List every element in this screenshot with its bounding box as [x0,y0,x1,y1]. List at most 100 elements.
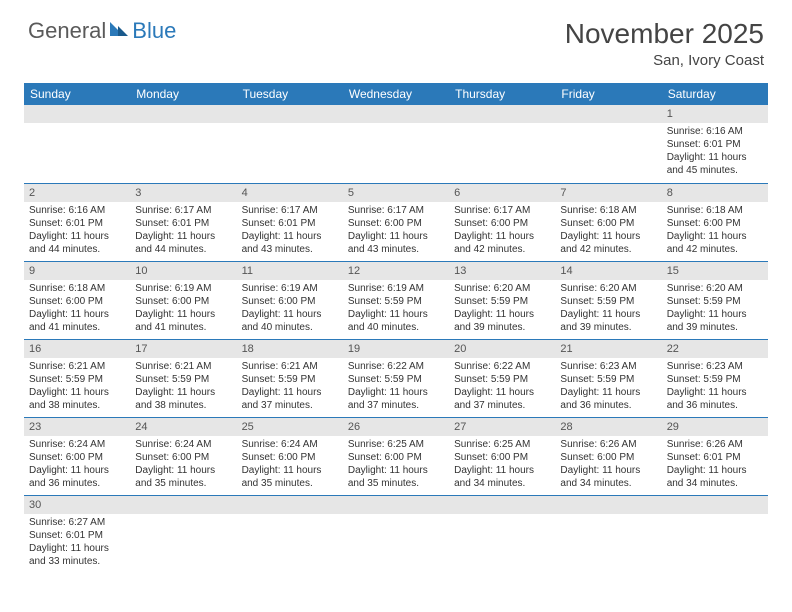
calendar-cell [343,495,449,573]
dl1-text: Daylight: 11 hours [667,231,763,243]
calendar-cell [343,105,449,183]
sunset-text: Sunset: 6:00 PM [348,218,444,230]
sunset-text: Sunset: 6:00 PM [454,452,550,464]
sunset-text: Sunset: 6:00 PM [29,452,125,464]
dl2-text: and 36 minutes. [560,400,656,412]
day-number: 1 [662,105,768,123]
sunset-text: Sunset: 5:59 PM [454,296,550,308]
day-number: 2 [24,184,130,202]
day-number: 23 [24,418,130,436]
dl1-text: Daylight: 11 hours [348,309,444,321]
cell-body: Sunrise: 6:24 AMSunset: 6:00 PMDaylight:… [130,436,236,495]
sunset-text: Sunset: 6:00 PM [242,296,338,308]
day-number: 6 [449,184,555,202]
day-number: 19 [343,340,449,358]
sunrise-text: Sunrise: 6:21 AM [29,361,125,373]
dl2-text: and 39 minutes. [667,322,763,334]
sunset-text: Sunset: 6:00 PM [454,218,550,230]
cell-body: Sunrise: 6:18 AMSunset: 6:00 PMDaylight:… [662,202,768,261]
dl1-text: Daylight: 11 hours [560,465,656,477]
dl2-text: and 40 minutes. [242,322,338,334]
sunset-text: Sunset: 5:59 PM [560,374,656,386]
dl2-text: and 36 minutes. [667,400,763,412]
day-number: 14 [555,262,661,280]
dl2-text: and 41 minutes. [29,322,125,334]
sunset-text: Sunset: 6:00 PM [242,452,338,464]
dl1-text: Daylight: 11 hours [135,387,231,399]
sunrise-text: Sunrise: 6:24 AM [29,439,125,451]
cell-body: Sunrise: 6:19 AMSunset: 6:00 PMDaylight:… [237,280,343,339]
cell-body: Sunrise: 6:23 AMSunset: 5:59 PMDaylight:… [555,358,661,417]
calendar-cell: 20Sunrise: 6:22 AMSunset: 5:59 PMDayligh… [449,339,555,417]
dl2-text: and 37 minutes. [242,400,338,412]
daynum-bar [237,105,343,123]
calendar-cell [449,495,555,573]
cell-body: Sunrise: 6:25 AMSunset: 6:00 PMDaylight:… [343,436,449,495]
cell-body: Sunrise: 6:26 AMSunset: 6:00 PMDaylight:… [555,436,661,495]
daynum-bar [449,496,555,514]
day-number: 7 [555,184,661,202]
daynum-bar [237,496,343,514]
calendar-cell: 23Sunrise: 6:24 AMSunset: 6:00 PMDayligh… [24,417,130,495]
dl1-text: Daylight: 11 hours [560,387,656,399]
sunset-text: Sunset: 6:01 PM [242,218,338,230]
calendar-cell: 19Sunrise: 6:22 AMSunset: 5:59 PMDayligh… [343,339,449,417]
sunset-text: Sunset: 6:00 PM [560,452,656,464]
dl1-text: Daylight: 11 hours [242,387,338,399]
dl2-text: and 42 minutes. [454,244,550,256]
day-header-row: Sunday Monday Tuesday Wednesday Thursday… [24,83,768,105]
cell-body: Sunrise: 6:17 AMSunset: 6:00 PMDaylight:… [449,202,555,261]
day-number: 26 [343,418,449,436]
page-header: General Blue November 2025 San, Ivory Co… [0,0,792,77]
sunrise-text: Sunrise: 6:22 AM [348,361,444,373]
cell-body: Sunrise: 6:27 AMSunset: 6:01 PMDaylight:… [24,514,130,573]
calendar-cell: 10Sunrise: 6:19 AMSunset: 6:00 PMDayligh… [130,261,236,339]
day-header: Thursday [449,83,555,105]
calendar-cell: 4Sunrise: 6:17 AMSunset: 6:01 PMDaylight… [237,183,343,261]
cell-body: Sunrise: 6:24 AMSunset: 6:00 PMDaylight:… [24,436,130,495]
calendar-cell [555,495,661,573]
dl1-text: Daylight: 11 hours [135,309,231,321]
calendar-cell: 25Sunrise: 6:24 AMSunset: 6:00 PMDayligh… [237,417,343,495]
dl1-text: Daylight: 11 hours [29,387,125,399]
sunrise-text: Sunrise: 6:24 AM [135,439,231,451]
dl2-text: and 45 minutes. [667,165,763,177]
sunrise-text: Sunrise: 6:17 AM [242,205,338,217]
sunrise-text: Sunrise: 6:20 AM [454,283,550,295]
calendar-cell: 29Sunrise: 6:26 AMSunset: 6:01 PMDayligh… [662,417,768,495]
cell-body: Sunrise: 6:17 AMSunset: 6:00 PMDaylight:… [343,202,449,261]
calendar-cell: 28Sunrise: 6:26 AMSunset: 6:00 PMDayligh… [555,417,661,495]
calendar-cell: 30Sunrise: 6:27 AMSunset: 6:01 PMDayligh… [24,495,130,573]
sunrise-text: Sunrise: 6:20 AM [667,283,763,295]
day-header: Wednesday [343,83,449,105]
sunrise-text: Sunrise: 6:20 AM [560,283,656,295]
day-header: Saturday [662,83,768,105]
cell-body: Sunrise: 6:23 AMSunset: 5:59 PMDaylight:… [662,358,768,417]
sunrise-text: Sunrise: 6:16 AM [29,205,125,217]
day-number: 21 [555,340,661,358]
calendar-week-row: 30Sunrise: 6:27 AMSunset: 6:01 PMDayligh… [24,495,768,573]
daynum-bar [555,105,661,123]
cell-body: Sunrise: 6:19 AMSunset: 6:00 PMDaylight:… [130,280,236,339]
dl2-text: and 39 minutes. [454,322,550,334]
day-number: 8 [662,184,768,202]
cell-body: Sunrise: 6:20 AMSunset: 5:59 PMDaylight:… [449,280,555,339]
calendar-cell [555,105,661,183]
cell-body: Sunrise: 6:21 AMSunset: 5:59 PMDaylight:… [237,358,343,417]
sunset-text: Sunset: 6:00 PM [29,296,125,308]
calendar-cell: 5Sunrise: 6:17 AMSunset: 6:00 PMDaylight… [343,183,449,261]
day-header: Monday [130,83,236,105]
dl2-text: and 38 minutes. [29,400,125,412]
day-number: 16 [24,340,130,358]
sunrise-text: Sunrise: 6:19 AM [135,283,231,295]
dl1-text: Daylight: 11 hours [560,231,656,243]
day-number: 3 [130,184,236,202]
dl2-text: and 40 minutes. [348,322,444,334]
calendar-cell: 27Sunrise: 6:25 AMSunset: 6:00 PMDayligh… [449,417,555,495]
daynum-bar [130,496,236,514]
calendar-cell: 15Sunrise: 6:20 AMSunset: 5:59 PMDayligh… [662,261,768,339]
dl1-text: Daylight: 11 hours [348,465,444,477]
day-header: Friday [555,83,661,105]
sunset-text: Sunset: 5:59 PM [135,374,231,386]
sunrise-text: Sunrise: 6:17 AM [348,205,444,217]
